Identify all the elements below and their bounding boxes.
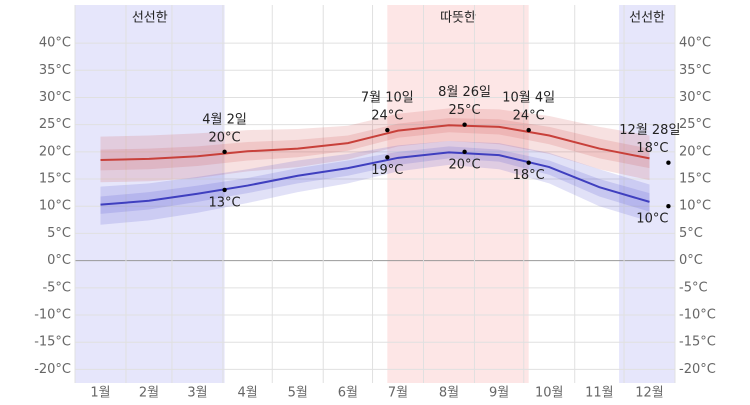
low-point [462,149,467,155]
percentile-band [100,108,650,183]
y-tick-label: 25°C [39,117,71,132]
x-tick-label: 8월 [439,386,459,401]
y-tick-label-right: -20°C [679,362,716,377]
season-band [387,5,529,383]
low-point [526,160,531,165]
low-point [666,204,671,209]
x-tick-label: 1월 [90,386,110,401]
x-tick-label: 9월 [489,386,509,401]
y-tick-label-right: -10°C [679,308,716,323]
y-tick-label: 20°C [39,144,71,159]
y-tick-label-right: 5°C [679,226,703,241]
y-tick-label-right: 30°C [679,90,711,105]
y-tick-label: 35°C [39,63,71,78]
annotation-high: 25°C [449,103,481,118]
y-tick-label-right: -5°C [679,280,708,295]
high-point [526,127,531,133]
annotation-high: 18°C [636,141,668,156]
y-tick-label-right: 0°C [679,253,703,268]
x-tick-label: 10월 [535,386,564,401]
annotation-high: 24°C [371,109,403,124]
season-label: 따뜻한 [440,11,476,26]
y-tick-label: 15°C [39,172,71,187]
annotation-date: 10월 4일 [502,91,555,106]
y-tick-label: 40°C [39,36,71,51]
x-tick-label: 12월 [635,386,664,401]
annotation-high: 20°C [209,130,241,145]
y-tick-label-right: 20°C [679,144,711,159]
y-tick-label: -15°C [34,335,71,350]
annotation-date: 4월 2일 [202,112,247,127]
season-label: 선선한 [132,11,168,26]
y-tick-label: 0°C [47,253,71,268]
high-point [462,122,467,127]
low-point [222,187,227,193]
x-tick-label: 5월 [288,386,308,401]
temperature-line [100,124,650,162]
x-tick-label: 2월 [139,386,159,401]
annotation-low: 20°C [449,157,481,172]
percentile-band [100,118,650,171]
annotation-date: 8월 26일 [438,85,491,100]
y-tick-label: -10°C [34,308,71,323]
x-tick-label: 11월 [585,386,614,401]
y-tick-label-right: 40°C [679,36,711,51]
annotation-low: 13°C [209,195,241,210]
y-tick-label-right: 25°C [679,117,711,132]
y-tick-label: -5°C [42,280,71,295]
y-tick-label: 30°C [39,90,71,105]
x-tick-label: 6월 [338,386,358,401]
x-tick-label: 4월 [237,386,257,401]
y-tick-label-right: 35°C [679,63,711,78]
x-tick-label: 3월 [187,386,207,401]
x-tick-label: 7월 [388,386,408,401]
percentile-band [100,140,650,225]
y-tick-label: 5°C [47,226,71,241]
high-point [385,127,390,133]
annotation-date: 7월 10일 [361,91,414,106]
high-point [222,149,227,155]
annotation-low: 19°C [371,163,403,178]
y-tick-label-right: 15°C [679,172,711,187]
annotation-high: 24°C [513,109,545,124]
low-point [385,155,390,160]
annotation-low: 18°C [513,168,545,183]
high-point [666,160,671,165]
y-tick-label: -20°C [34,362,71,377]
annotation-low: 10°C [636,212,668,227]
y-tick-label-right: -15°C [679,335,716,350]
temperature-line [100,151,650,206]
season-band [619,5,675,383]
percentile-band [100,146,650,214]
y-tick-label-right: 10°C [679,199,711,214]
annotation-date: 12월 28일 [619,123,680,138]
season-label: 선선한 [629,11,665,26]
y-tick-label: 10°C [39,199,71,214]
